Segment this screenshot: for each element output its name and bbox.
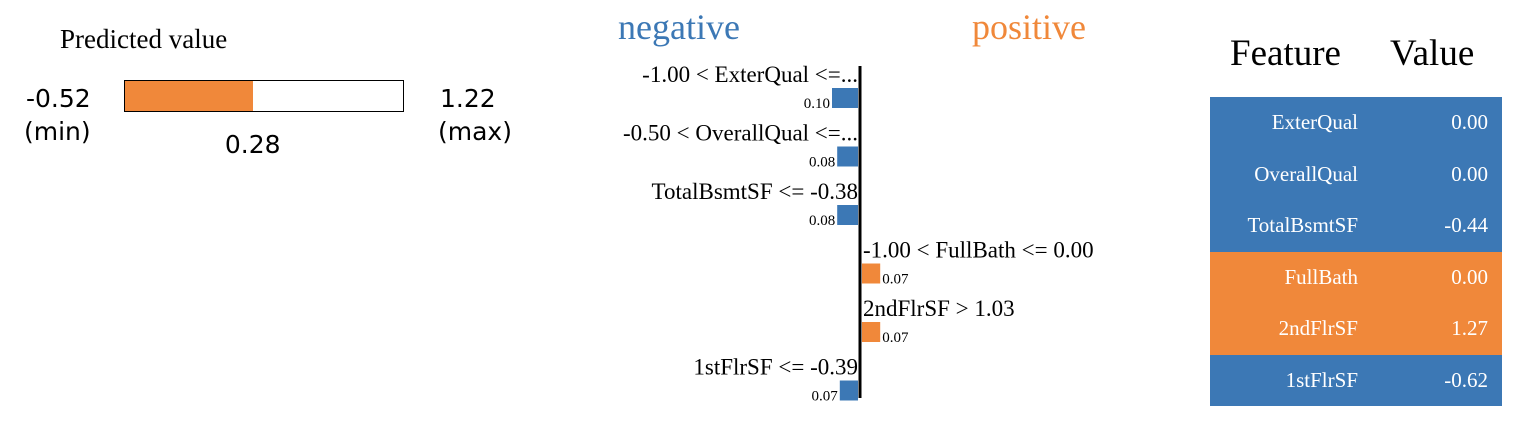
bar-category-label: TotalBsmtSF <= -0.38	[652, 179, 858, 204]
contribution-bar	[837, 146, 858, 167]
bar-value-label: 0.08	[809, 155, 835, 171]
bar-value-label: 0.08	[809, 213, 835, 229]
predicted-value-bar	[124, 80, 404, 112]
feature-row: ExterQual 0.00	[1210, 97, 1502, 149]
bar-value-label: 0.07	[882, 330, 909, 346]
feature-table: ExterQual 0.00 OverallQual 0.00 TotalBsm…	[1210, 97, 1502, 406]
predicted-min-label: (min)	[24, 117, 91, 146]
feature-row: 1stFlrSF -0.62	[1210, 354, 1502, 406]
feature-name: OverallQual	[1254, 161, 1358, 186]
feature-row: TotalBsmtSF -0.44	[1210, 200, 1502, 252]
bar-category-label: -1.00 < ExterQual <=...	[642, 62, 858, 87]
contribution-bar	[862, 263, 881, 284]
predicted-max-label: (max)	[438, 117, 512, 146]
feature-row: 2ndFlrSF 1.27	[1210, 303, 1502, 355]
feature-value: 0.00	[1451, 161, 1488, 186]
bar-value-label: 0.10	[804, 96, 830, 112]
feature-row: FullBath 0.00	[1210, 251, 1502, 303]
bar-value-label: 0.07	[882, 272, 909, 288]
predicted-min-value: -0.52	[26, 84, 91, 113]
feature-column-header: Feature	[1230, 33, 1341, 74]
predicted-current-value: 0.28	[224, 130, 281, 159]
predicted-max-value: 1.22	[440, 84, 496, 113]
feature-value: -0.44	[1444, 213, 1488, 238]
feature-value: -0.62	[1444, 367, 1488, 392]
contribution-bar	[862, 322, 881, 342]
feature-name: 2ndFlrSF	[1278, 316, 1358, 341]
bar-category-label: -0.50 < OverallQual <=...	[623, 121, 858, 146]
bar-category-label: -1.00 < FullBath <= 0.00	[863, 238, 1094, 263]
contribution-bar	[837, 205, 858, 225]
bar-category-label: 2ndFlrSF > 1.03	[863, 296, 1015, 321]
feature-row: OverallQual 0.00	[1210, 148, 1502, 200]
feature-value: 1.27	[1451, 316, 1488, 341]
positive-header: positive	[972, 7, 1086, 47]
negative-header: negative	[618, 7, 740, 47]
feature-value: 0.00	[1451, 264, 1488, 289]
predicted-value-title: Predicted value	[60, 24, 228, 54]
contribution-bar	[832, 88, 858, 108]
feature-name: 1stFlrSF	[1285, 367, 1358, 392]
feature-name: FullBath	[1284, 264, 1358, 289]
value-column-header: Value	[1390, 33, 1475, 74]
feature-name: ExterQual	[1271, 110, 1358, 135]
predicted-value-bar-fill	[125, 81, 253, 111]
contribution-bar	[839, 380, 858, 401]
bar-value-label: 0.07	[812, 389, 839, 405]
feature-name: TotalBsmtSF	[1247, 213, 1358, 238]
contribution-chart: -1.00 < ExterQual <=... 0.10 -0.50 < Overa…	[623, 62, 1094, 405]
feature-value: 0.00	[1451, 110, 1488, 135]
bar-category-label: 1stFlrSF <= -0.39	[693, 355, 858, 380]
